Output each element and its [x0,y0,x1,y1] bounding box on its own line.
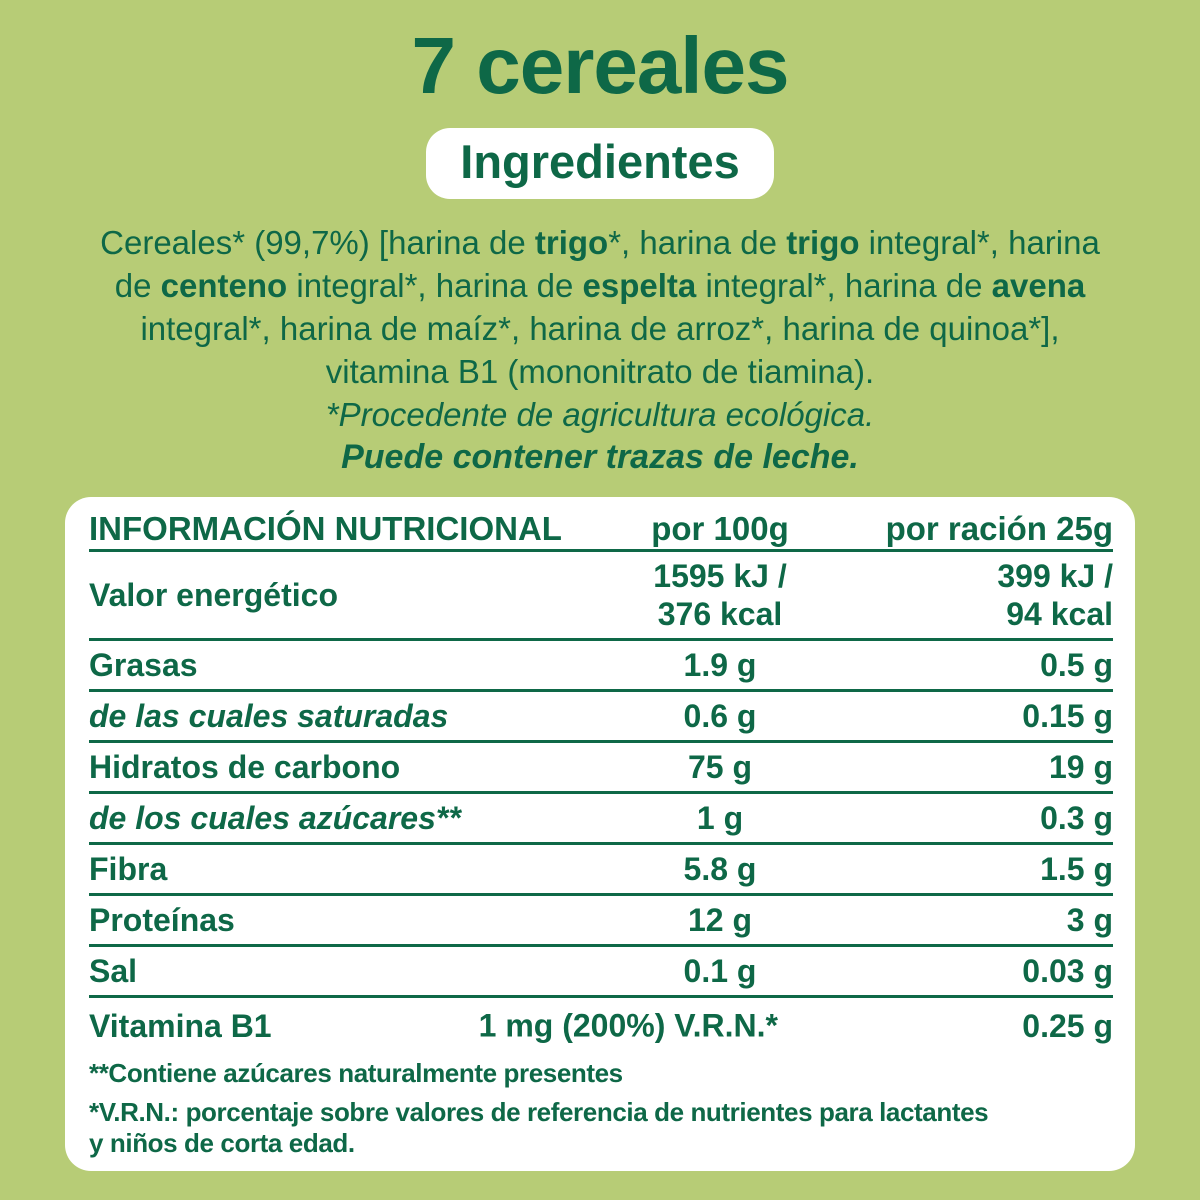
ingredient-segment: centeno [160,267,288,304]
table-row-proteinas: Proteínas 12 g 3 g [89,896,1113,947]
row-label: Hidratos de carbono [89,748,401,785]
table-row-valor-energetico: Valor energético 1595 kJ / 376 kcal 399 … [89,552,1113,641]
cell-per-100g: 12 g [687,901,753,938]
row-label: Fibra [89,850,168,887]
cell-per-portion: 0.5 g [1040,646,1113,683]
energy-kcal-100g: 376 kcal [657,596,783,632]
table-row-grasas: Grasas 1.9 g 0.5 g [89,641,1113,692]
table-row-hidratos: Hidratos de carbono 75 g 19 g [89,743,1113,794]
table-row-fibra: Fibra 5.8 g 1.5 g [89,845,1113,896]
cell-per-100g: 75 g [687,748,753,785]
cell-per-portion: 1.5 g [1040,850,1113,887]
ingredient-segment: integral*, harina de [696,267,992,304]
header-col-label: INFORMACIÓN NUTRICIONAL [89,510,562,547]
cell-per-portion: 0.03 g [1022,952,1113,989]
energy-kcal-portion: 94 kcal [1006,596,1113,632]
ingredient-segment: *, harina de [608,224,787,261]
nutrition-table-header: INFORMACIÓN NUTRICIONAL por 100g por rac… [89,509,1113,552]
cell-per-portion: 399 kJ / 94 kcal [875,557,1113,633]
ingredients-heading-label: Ingredientes [460,135,740,188]
table-row-azucares: de los cuales azúcares** 1 g 0.3 g [89,794,1113,845]
cell-per-100g: 1 mg (200%) V.R.N.* [478,1007,778,1044]
footnote-vrn-line2: y niños de corta edad. [89,1128,355,1158]
ingredient-segment: trigo [786,224,860,261]
ingredients-paragraph: Cereales* (99,7%) [harina de trigo*, har… [0,221,1200,479]
cell-per-100g: 1.9 g [683,646,757,683]
table-row-saturadas: de las cuales saturadas 0.6 g 0.15 g [89,692,1113,743]
footnote-vrn-line1: *V.R.N.: porcentaje sobre valores de ref… [89,1097,989,1127]
row-label: Vitamina B1 [89,1007,272,1044]
cell-per-100g: 0.1 g [683,952,757,989]
ingredient-segment: espelta [582,267,697,304]
table-row-sal: Sal 0.1 g 0.03 g [89,947,1113,998]
ingredient-segment: Cereales* (99,7%) [harina de [100,224,535,261]
cell-per-portion: 0.15 g [1022,697,1113,734]
ingredient-segment: integral*, harina [859,224,1100,261]
cell-per-100g: 0.6 g [683,697,757,734]
header-col-per-100g: por 100g [651,510,789,547]
row-label: Grasas [89,646,198,683]
cell-per-portion: 0.25 g [1022,1007,1113,1044]
traces-note: Puede contener trazas de leche. [341,438,859,476]
row-label: de las cuales saturadas [89,697,449,734]
organic-note: *Procedente de agricultura ecológica. [325,396,875,433]
ingredients-line-3: integral*, harina de maíz*, harina de ar… [0,307,1200,350]
ingredient-segment: integral*, harina de maíz*, harina de ar… [140,310,1060,347]
product-title: 7 cereales [411,21,789,110]
ingredients-heading-wrap: Ingredientes [0,128,1200,199]
cell-per-portion: 3 g [1066,901,1113,938]
cell-per-100g: 1595 kJ / 376 kcal [565,557,875,633]
table-footnotes: **Contiene azúcares naturalmente present… [89,1058,1113,1159]
ingredient-segment: integral*, harina de [287,267,583,304]
row-label: Valor energético [89,576,338,613]
ingredients-heading-pill: Ingredientes [426,128,774,199]
energy-kj-portion: 399 kJ / [997,558,1113,594]
header-col-per-portion: por ración 25g [885,510,1113,547]
ingredient-segment: avena [991,267,1086,304]
ingredient-segment: trigo [534,224,609,261]
cell-per-portion: 0.3 g [1040,799,1113,836]
ingredient-segment: de [114,267,161,304]
row-label: de los cuales azúcares** [89,799,461,836]
footnote-sugars: **Contiene azúcares naturalmente present… [89,1058,623,1088]
ingredients-line-1: Cereales* (99,7%) [harina de trigo*, har… [0,221,1200,264]
cell-per-100g: 1 g [696,799,744,836]
row-label: Sal [89,952,138,989]
ingredients-line-4: vitamina B1 (mononitrato de tiamina). [0,350,1200,393]
table-row-vitamina-b1: Vitamina B1 1 mg (200%) V.R.N.* 0.25 g [89,998,1113,1054]
ingredients-line-2: de centeno integral*, harina de espelta … [0,264,1200,307]
row-label: Proteínas [89,901,235,938]
cell-per-portion: 19 g [1048,748,1113,785]
energy-kj-100g: 1595 kJ / [653,558,787,594]
ingredient-segment: vitamina B1 (mononitrato de tiamina). [325,353,875,390]
cell-per-100g: 5.8 g [683,850,757,887]
nutrition-card: INFORMACIÓN NUTRICIONAL por 100g por rac… [65,497,1135,1171]
